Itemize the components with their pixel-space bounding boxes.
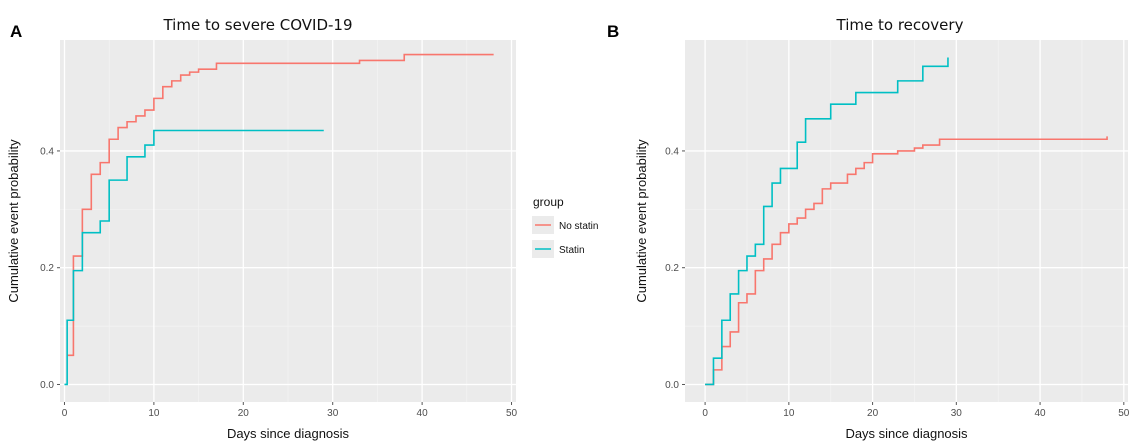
plot-background bbox=[685, 40, 1128, 402]
legend-label-statin: Statin bbox=[559, 245, 585, 256]
y-tick-label: 0.2 bbox=[665, 263, 679, 274]
x-tick-label: 50 bbox=[1118, 408, 1130, 419]
x-tick-label: 20 bbox=[867, 408, 879, 419]
legend-label-no-statin: No statin bbox=[559, 221, 598, 232]
y-axis-title: Cumulative event probability bbox=[6, 139, 21, 303]
x-tick-label: 50 bbox=[506, 408, 518, 419]
x-tick-label: 30 bbox=[951, 408, 963, 419]
chart-title: Time to severe COVID-19 bbox=[162, 16, 352, 34]
y-tick-label: 0.4 bbox=[665, 146, 679, 157]
x-tick-label: 40 bbox=[417, 408, 429, 419]
y-axis-title: Cumulative event probability bbox=[634, 139, 649, 303]
panel-recovery: 0 10 20 30 40 50 0.0 0.2 0.4 Time to recovery Days… bbox=[634, 16, 1130, 441]
series-line-no-statin bbox=[705, 136, 1108, 386]
legend-item-no-statin: No statin bbox=[532, 216, 598, 234]
panel-label-a: A bbox=[10, 22, 22, 41]
panel-severe-covid: 0 10 20 30 40 50 0.0 0.2 0.4 Time to severe COVID… bbox=[6, 16, 518, 441]
y-tick-label: 0.0 bbox=[40, 380, 54, 391]
x-tick-label: 30 bbox=[327, 408, 339, 419]
y-tick-label: 0.0 bbox=[665, 380, 679, 391]
y-tick-label: 0.2 bbox=[40, 263, 54, 274]
series-line-no-statin bbox=[67, 53, 494, 357]
chart-title: Time to recovery bbox=[836, 16, 964, 34]
x-tick-label: 0 bbox=[62, 408, 68, 419]
panel-label-b: B bbox=[607, 22, 619, 41]
x-tick-label: 10 bbox=[148, 408, 160, 419]
x-tick-label: 10 bbox=[783, 408, 795, 419]
series-line-statin bbox=[705, 57, 949, 386]
x-axis-title: Days since diagnosis bbox=[227, 426, 350, 441]
x-tick-label: 40 bbox=[1035, 408, 1047, 419]
legend-title: group bbox=[533, 195, 564, 209]
series-line-statin bbox=[64, 129, 324, 386]
legend: group No statin Statin bbox=[532, 195, 598, 258]
x-tick-label: 0 bbox=[702, 408, 708, 419]
y-tick-label: 0.4 bbox=[40, 146, 54, 157]
x-tick-label: 20 bbox=[238, 408, 250, 419]
x-axis-title: Days since diagnosis bbox=[845, 426, 968, 441]
legend-item-statin: Statin bbox=[532, 240, 585, 258]
